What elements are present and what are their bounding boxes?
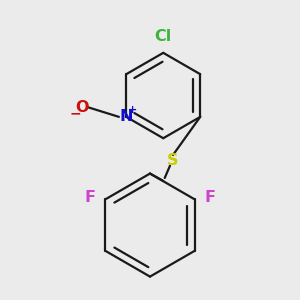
Text: S: S xyxy=(167,153,179,168)
Text: +: + xyxy=(128,105,137,116)
Text: F: F xyxy=(205,190,216,205)
Text: −: − xyxy=(70,107,81,121)
Text: Cl: Cl xyxy=(154,29,172,44)
Text: O: O xyxy=(76,100,89,115)
Text: N: N xyxy=(119,110,133,124)
Text: F: F xyxy=(84,190,95,205)
